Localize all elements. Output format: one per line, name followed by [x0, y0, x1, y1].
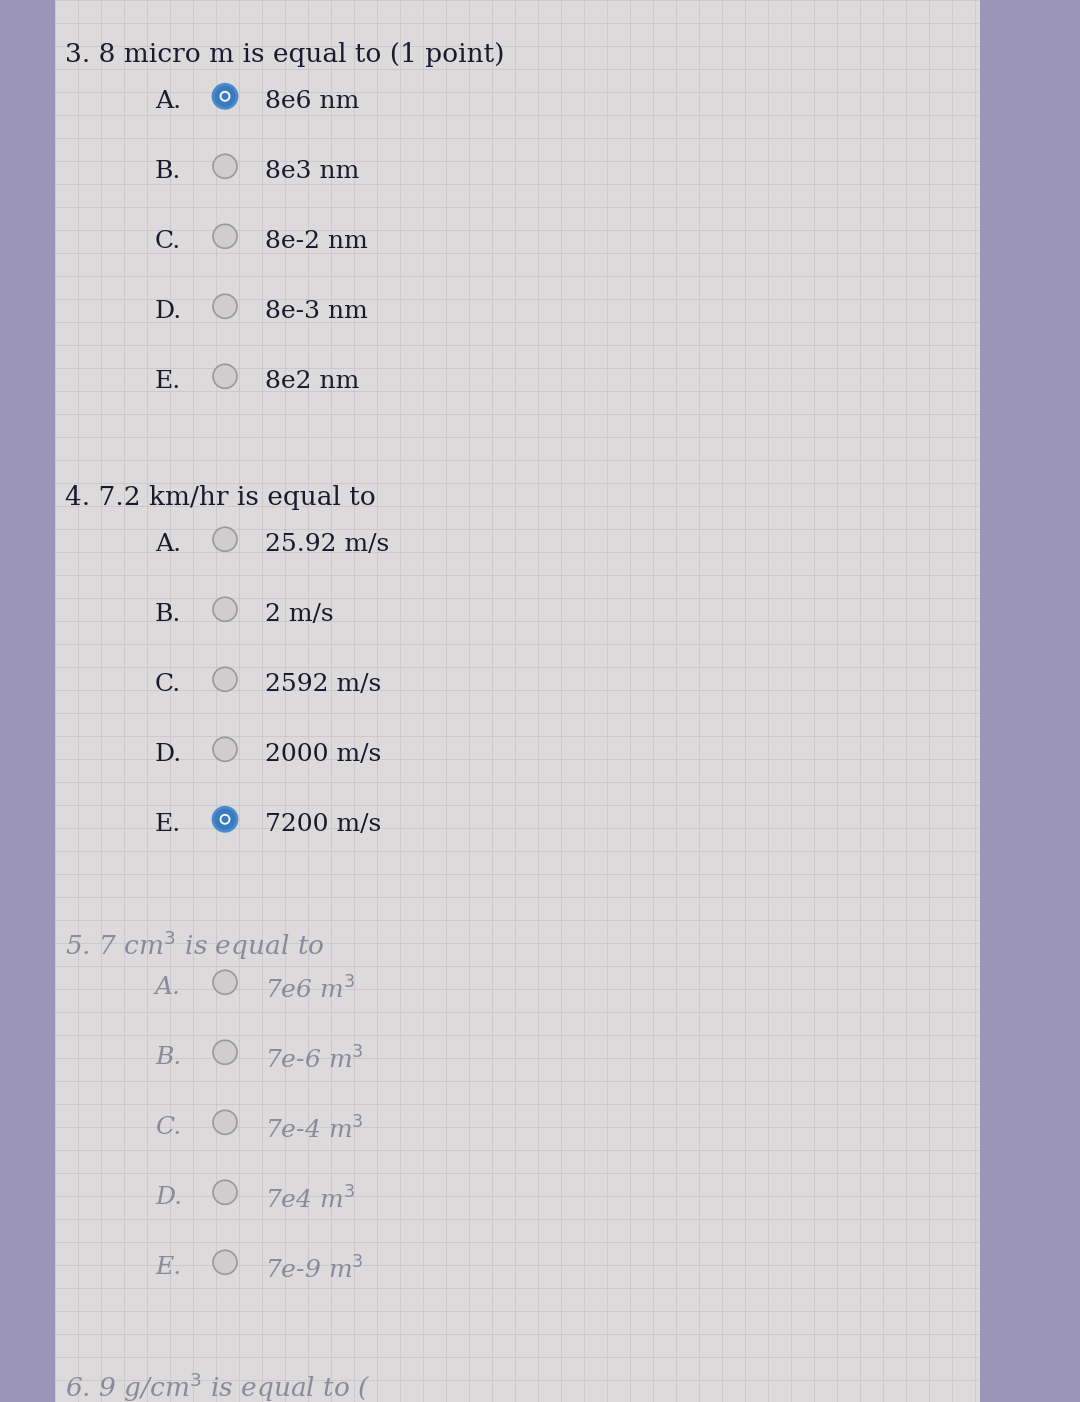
Text: 7e-9 m$^3$: 7e-9 m$^3$ — [265, 1256, 364, 1283]
Text: C.: C. — [156, 1116, 181, 1138]
Circle shape — [219, 91, 230, 102]
Text: E.: E. — [156, 813, 181, 836]
Text: 2592 m/s: 2592 m/s — [265, 673, 381, 695]
Circle shape — [213, 597, 237, 621]
Text: 7200 m/s: 7200 m/s — [265, 813, 381, 836]
Text: 4. 7.2 km/hr is equal to: 4. 7.2 km/hr is equal to — [65, 485, 376, 510]
Circle shape — [213, 1180, 237, 1204]
Circle shape — [221, 816, 229, 823]
Text: C.: C. — [156, 230, 181, 252]
Circle shape — [221, 93, 229, 100]
Circle shape — [219, 815, 230, 824]
Circle shape — [213, 737, 237, 761]
Text: A.: A. — [156, 90, 181, 114]
Text: 7e6 m$^3$: 7e6 m$^3$ — [265, 976, 355, 1004]
Text: 3. 8 micro m is equal to (1 point): 3. 8 micro m is equal to (1 point) — [65, 42, 504, 67]
Circle shape — [213, 527, 237, 551]
Text: A.: A. — [156, 976, 181, 1000]
Text: D.: D. — [156, 1186, 183, 1209]
Text: E.: E. — [156, 370, 181, 393]
Text: 8e2 nm: 8e2 nm — [265, 370, 360, 393]
Text: D.: D. — [156, 300, 183, 322]
Circle shape — [213, 224, 237, 248]
Circle shape — [213, 84, 237, 108]
Circle shape — [213, 970, 237, 994]
Text: 5. 7 cm$^3$ is equal to: 5. 7 cm$^3$ is equal to — [65, 928, 324, 962]
Text: 7e4 m$^3$: 7e4 m$^3$ — [265, 1186, 355, 1213]
Text: 8e6 nm: 8e6 nm — [265, 90, 360, 114]
Text: 7e-4 m$^3$: 7e-4 m$^3$ — [265, 1116, 364, 1143]
FancyBboxPatch shape — [980, 0, 1080, 1402]
Text: E.: E. — [156, 1256, 181, 1279]
FancyBboxPatch shape — [55, 0, 980, 1402]
Circle shape — [213, 365, 237, 388]
Circle shape — [213, 1251, 237, 1274]
Text: B.: B. — [156, 160, 181, 184]
Text: D.: D. — [156, 743, 183, 765]
Text: 2 m/s: 2 m/s — [265, 603, 334, 627]
Circle shape — [213, 1040, 237, 1064]
Text: 2000 m/s: 2000 m/s — [265, 743, 381, 765]
Text: C.: C. — [156, 673, 181, 695]
Text: A.: A. — [156, 533, 181, 557]
Text: 25.92 m/s: 25.92 m/s — [265, 533, 389, 557]
Circle shape — [213, 154, 237, 178]
Text: 7e-6 m$^3$: 7e-6 m$^3$ — [265, 1046, 364, 1073]
Text: 6. 9 g/cm$^3$ is equal to (: 6. 9 g/cm$^3$ is equal to ( — [65, 1371, 370, 1402]
Text: B.: B. — [156, 603, 181, 627]
Circle shape — [213, 1110, 237, 1134]
Text: 8e3 nm: 8e3 nm — [265, 160, 360, 184]
Text: B.: B. — [156, 1046, 181, 1068]
Circle shape — [213, 294, 237, 318]
Text: 8e-2 nm: 8e-2 nm — [265, 230, 368, 252]
FancyBboxPatch shape — [0, 0, 55, 1402]
Circle shape — [213, 808, 237, 831]
Text: 8e-3 nm: 8e-3 nm — [265, 300, 368, 322]
Circle shape — [213, 667, 237, 691]
